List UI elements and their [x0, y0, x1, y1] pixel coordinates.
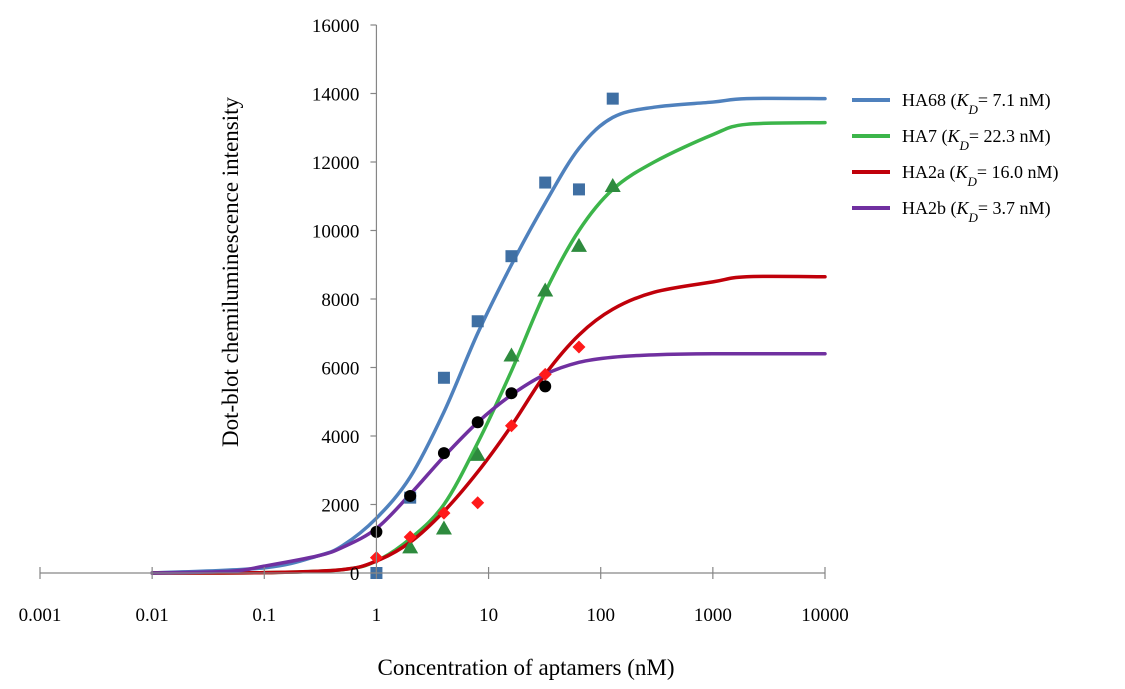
data-point-ha68 — [505, 250, 518, 263]
y-tick-label: 10000 — [312, 222, 360, 243]
y-tick-label: 14000 — [312, 85, 360, 106]
x-tick-label: 0.01 — [136, 605, 169, 626]
legend: HA68 (KD= 7.1 nM) HA7 (KD= 22.3 nM) HA2a (… — [852, 90, 1059, 225]
data-point-ha2a — [504, 419, 518, 433]
legend-series-name: HA2a ( — [902, 162, 955, 183]
fit-line-ha68 — [150, 96, 827, 575]
data-point-ha7 — [604, 177, 621, 192]
data-point-ha7 — [435, 520, 452, 535]
legend-series-name: HA68 ( — [902, 90, 957, 111]
legend-kd-value: = 7.1 nM) — [978, 90, 1051, 111]
data-point-ha68 — [539, 176, 552, 189]
x-tick-label: 10 — [479, 605, 498, 626]
x-tick-label: 0.1 — [252, 605, 276, 626]
legend-label-ha68: HA68 (KD= 7.1 nM) — [902, 90, 1051, 117]
x-tick-label: 100 — [586, 605, 615, 626]
y-tick-label: 6000 — [321, 359, 359, 380]
data-point-ha2b — [505, 387, 518, 400]
y-tick-label: 12000 — [312, 153, 360, 174]
data-point-ha2a — [403, 530, 417, 544]
axes: 0.001 0.01 0.1 1 10 100 1000 10000 0 2000 4000 6000… — [19, 16, 849, 626]
y-tick-label: 16000 — [312, 16, 360, 37]
x-tick-label: 10000 — [801, 605, 849, 626]
legend-kd-value: = 3.7 nM) — [978, 198, 1051, 219]
legend-label-ha2b: HA2b (KD= 3.7 nM) — [902, 198, 1051, 225]
data-point-ha2a — [437, 506, 451, 520]
data-point-ha7 — [570, 237, 587, 252]
data-point-ha68 — [471, 315, 484, 328]
x-tick-label: 0.001 — [19, 605, 62, 626]
data-point-ha2a — [471, 496, 485, 510]
data-point-ha7 — [469, 446, 486, 461]
fit-line-ha2b — [150, 351, 827, 575]
data-point-ha2b — [437, 447, 450, 460]
legend-series-name: HA7 ( — [902, 126, 948, 147]
data-point-ha7 — [402, 539, 419, 554]
data-point-ha2b — [404, 489, 417, 502]
legend-label-ha2a: HA2a (KD= 16.0 nM) — [902, 162, 1059, 189]
data-point-ha7 — [537, 282, 554, 297]
data-point-ha7 — [503, 347, 520, 362]
data-point-ha2a — [572, 340, 586, 354]
y-tick-label: 8000 — [321, 290, 359, 311]
legend-kd-value: = 22.3 nM) — [969, 126, 1051, 147]
y-tick-label: 2000 — [321, 496, 359, 517]
y-tick-label: 0 — [350, 564, 360, 585]
y-tick-label: 4000 — [321, 427, 359, 448]
x-axis-label: Concentration of aptamers (nM) — [378, 655, 675, 680]
legend-kd-value: = 16.0 nM) — [977, 162, 1059, 183]
legend-series-name: HA2b ( — [902, 198, 957, 219]
data-point-ha68 — [437, 371, 450, 384]
data-point-ha2a — [538, 367, 552, 381]
legend-label-ha7: HA7 (KD= 22.3 nM) — [902, 126, 1051, 153]
data-point-ha68 — [606, 92, 619, 105]
data-point-ha2b — [539, 380, 552, 393]
x-tick-label: 1000 — [694, 605, 732, 626]
x-tick-label: 1 — [372, 605, 382, 626]
y-axis-label: Dot-blot chemiluminescence intensity — [218, 96, 243, 447]
fit-line-ha7 — [150, 120, 827, 575]
data-point-ha68 — [572, 183, 585, 196]
data-point-ha2b — [471, 416, 484, 429]
plot-area — [150, 92, 827, 579]
